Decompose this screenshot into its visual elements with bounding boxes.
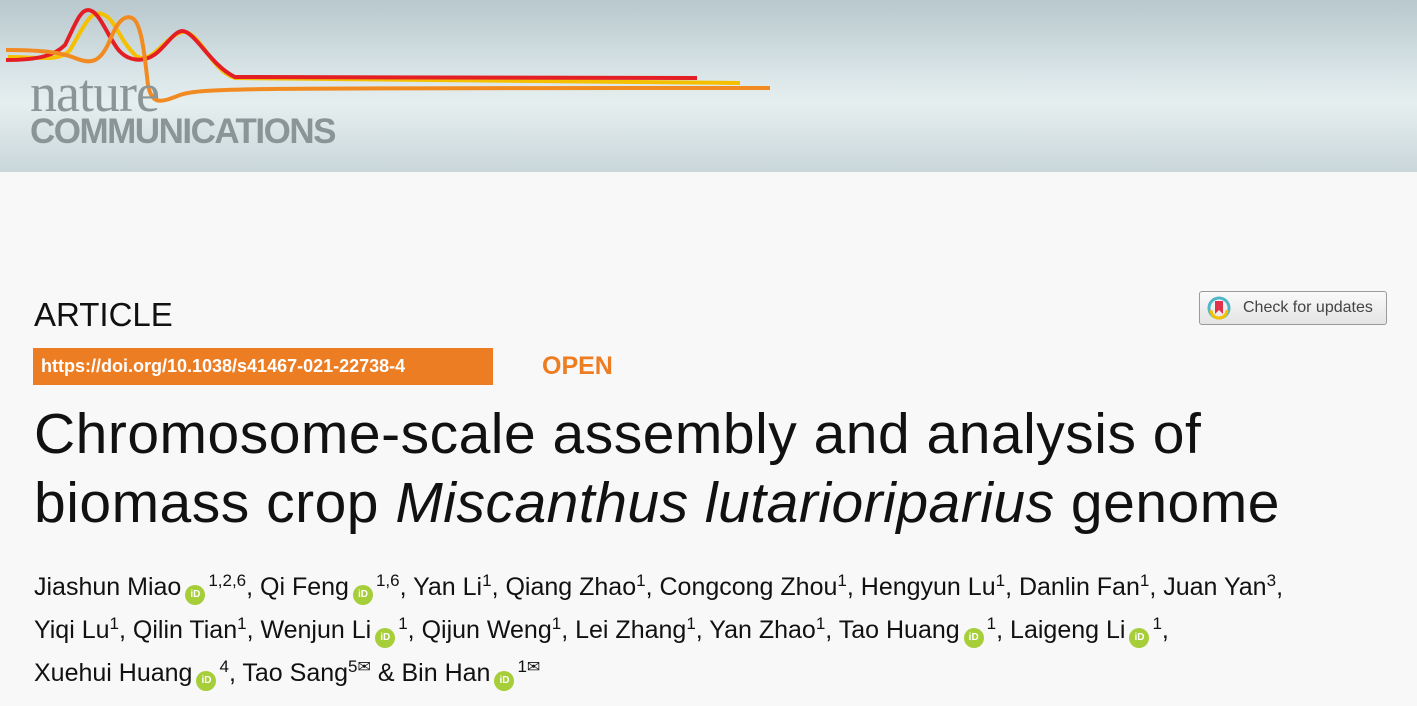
affiliation-number[interactable]: 1 xyxy=(398,614,408,633)
orcid-icon[interactable]: iD xyxy=(196,671,217,691)
author-separator: , xyxy=(491,573,506,601)
author-name[interactable]: Yan Zhao xyxy=(709,616,816,644)
title-line-2-post: genome xyxy=(1054,471,1280,535)
title-line-1: Chromosome-scale assembly and analysis o… xyxy=(34,402,1202,466)
orcid-icon[interactable]: iD xyxy=(963,628,984,648)
author-line: Jiashun Miao iD1,2,6, Qi Feng iD1,6, Yan L… xyxy=(34,566,1283,609)
logo-nature-text: nature xyxy=(30,63,160,123)
author-list: Jiashun Miao iD1,2,6, Qi Feng iD1,6, Yan L… xyxy=(34,566,1283,695)
affiliation-number[interactable]: 1,6 xyxy=(375,571,400,590)
author-separator: , xyxy=(1161,616,1169,644)
orcid-icon[interactable]: iD xyxy=(1129,628,1150,648)
author-separator: , xyxy=(1276,573,1284,601)
journal-banner[interactable]: nature COMMUNICATIONS xyxy=(0,0,1417,172)
affiliation-number[interactable]: 1 xyxy=(686,614,696,633)
author-line: Xuehui Huang iD4, Tao Sang5✉ & Bin Han iD1… xyxy=(34,652,1283,695)
affiliation-number[interactable]: 1,2,6 xyxy=(208,571,247,590)
affiliation-number[interactable]: 1 xyxy=(986,614,997,633)
journal-logo-waves xyxy=(5,7,771,103)
author-name[interactable]: Wenjun Li xyxy=(260,616,372,644)
affiliation-number[interactable]: 1 xyxy=(815,614,826,633)
title-line-2-pre: biomass crop xyxy=(34,471,396,535)
author-separator: , xyxy=(996,616,1011,644)
affiliation-number[interactable]: 1 xyxy=(1139,571,1150,590)
author-separator: , xyxy=(407,616,422,644)
author-line: Yiqi Lu1, Qilin Tian1, Wenjun Li iD1, Qij… xyxy=(34,609,1283,652)
author-name[interactable]: Tao Sang xyxy=(242,659,349,687)
author-name[interactable]: Laigeng Li xyxy=(1010,616,1126,644)
author-name[interactable]: Yan Li xyxy=(413,573,483,601)
author-name[interactable]: Qiang Zhao xyxy=(505,573,637,601)
author-separator: , xyxy=(228,659,243,687)
open-access-badge: OPEN xyxy=(542,352,613,380)
author-separator: , xyxy=(246,573,261,601)
author-name[interactable]: Xuehui Huang xyxy=(34,659,193,687)
author-separator: , xyxy=(1005,573,1019,601)
author-separator: , xyxy=(846,573,861,601)
affiliation-number[interactable]: 5 xyxy=(348,657,358,676)
orcid-icon[interactable]: iD xyxy=(494,671,515,691)
author-separator: , xyxy=(246,616,261,644)
author-name[interactable]: Yiqi Lu xyxy=(34,616,110,644)
author-separator: , xyxy=(561,616,576,644)
author-separator: , xyxy=(645,573,660,601)
author-name[interactable]: Lei Zhang xyxy=(575,616,687,644)
affiliation-number[interactable]: 4 xyxy=(219,657,229,676)
check-for-updates-button[interactable]: Check for updates xyxy=(1199,291,1387,325)
check-for-updates-label: Check for updates xyxy=(1243,299,1373,316)
affiliation-number[interactable]: 1 xyxy=(551,614,562,633)
affiliation-number[interactable]: 1 xyxy=(636,571,646,590)
author-separator: , xyxy=(695,616,710,644)
crossmark-icon xyxy=(1207,296,1231,320)
article-title: Chromosome-scale assembly and analysis o… xyxy=(34,400,1280,538)
author-name[interactable]: Congcong Zhou xyxy=(659,573,838,601)
author-separator: & xyxy=(370,659,402,687)
affiliation-number[interactable]: 1 xyxy=(517,657,527,676)
affiliation-number[interactable]: 1 xyxy=(109,614,119,633)
author-separator: , xyxy=(118,616,133,644)
email-icon[interactable]: ✉ xyxy=(357,659,371,676)
author-name[interactable]: Tao Huang xyxy=(838,616,960,644)
affiliation-number[interactable]: 1 xyxy=(482,571,492,590)
doi-link[interactable]: https://doi.org/10.1038/s41467-021-22738… xyxy=(33,348,493,385)
orcid-icon[interactable]: iD xyxy=(185,585,206,605)
author-separator: , xyxy=(1149,573,1164,601)
affiliation-number[interactable]: 1 xyxy=(1152,614,1162,633)
article-type: ARTICLE xyxy=(34,296,173,333)
author-name[interactable]: Danlin Fan xyxy=(1018,573,1140,601)
affiliation-number[interactable]: 3 xyxy=(1266,571,1277,590)
logo-communications-text: COMMUNICATIONS xyxy=(30,112,337,151)
orcid-icon[interactable]: iD xyxy=(352,585,373,605)
email-icon[interactable]: ✉ xyxy=(526,659,541,676)
author-name[interactable]: Bin Han xyxy=(401,659,491,687)
author-name[interactable]: Hengyun Lu xyxy=(860,573,996,601)
author-separator: , xyxy=(825,616,839,644)
affiliation-number[interactable]: 1 xyxy=(995,571,1006,590)
author-separator: , xyxy=(399,573,414,601)
author-name[interactable]: Qi Feng xyxy=(260,573,349,601)
author-name[interactable]: Qilin Tian xyxy=(132,616,238,644)
author-name[interactable]: Jiashun Miao xyxy=(34,573,182,601)
affiliation-number[interactable]: 1 xyxy=(237,614,247,633)
orcid-icon[interactable]: iD xyxy=(375,628,396,648)
title-species: Miscanthus lutarioriparius xyxy=(395,471,1055,535)
affiliation-number[interactable]: 1 xyxy=(837,571,847,590)
author-name[interactable]: Qijun Weng xyxy=(421,616,552,644)
author-name[interactable]: Juan Yan xyxy=(1163,573,1267,601)
